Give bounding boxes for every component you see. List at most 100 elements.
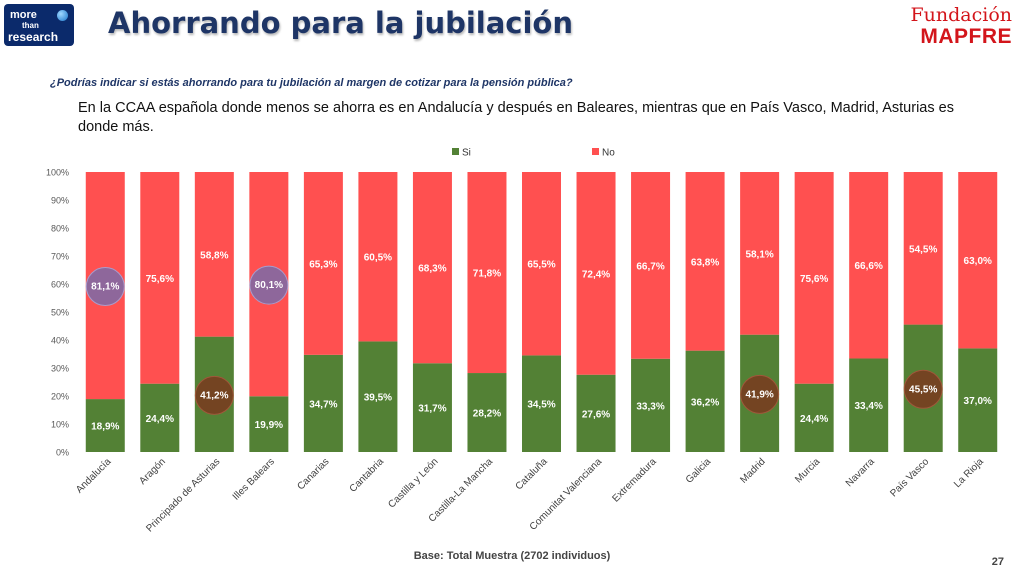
brand-line2: MAPFRE	[920, 25, 1012, 48]
y-tick-label: 100%	[46, 168, 69, 178]
category-label: Galicia	[684, 456, 714, 486]
data-label-no: 68,3%	[418, 264, 446, 275]
bar-no	[794, 172, 834, 384]
bar-si	[249, 396, 289, 452]
data-label-si: 19,9%	[255, 420, 283, 431]
y-tick-label: 60%	[51, 280, 69, 290]
page-number: 27	[991, 556, 1004, 568]
logo-line1: more	[10, 9, 37, 21]
more-than-research-logo: more than research	[4, 4, 74, 46]
data-label-si: 24,4%	[146, 414, 174, 425]
y-tick-label: 90%	[51, 196, 69, 206]
data-label-si: 39,5%	[364, 393, 392, 404]
data-label-si: 31,7%	[418, 404, 446, 415]
logo-line2: than	[22, 21, 39, 30]
y-tick-label: 50%	[51, 308, 69, 318]
bar-no	[958, 172, 998, 349]
data-label-no: 58,8%	[200, 250, 228, 261]
highlight-circle	[903, 369, 943, 409]
data-label-si: 18,9%	[91, 422, 119, 433]
page-title: Ahorrando para la jubilación	[108, 6, 574, 40]
data-label-no: 60,5%	[364, 253, 392, 264]
category-label: Canarias	[295, 456, 331, 492]
y-tick-label: 30%	[51, 364, 69, 374]
bar-si	[85, 399, 125, 452]
y-tick-label: 80%	[51, 224, 69, 234]
bar-no	[685, 172, 725, 351]
bar-si	[140, 383, 180, 452]
globe-icon	[57, 10, 68, 21]
bar-no	[194, 172, 234, 337]
data-label-no: 81,1%	[91, 282, 119, 293]
bar-si	[794, 383, 834, 452]
data-label-si: 33,4%	[854, 401, 882, 412]
category-label: Madrid	[738, 456, 767, 485]
bar-si	[412, 363, 452, 452]
category-label: Cataluña	[514, 456, 550, 492]
bar-no	[467, 172, 507, 374]
category-label: Navarra	[844, 456, 877, 489]
bar-si	[522, 355, 561, 452]
bar-no	[522, 172, 561, 356]
data-label-no: 80,1%	[255, 280, 283, 291]
data-label-no: 65,5%	[527, 260, 555, 271]
data-label-no: 72,4%	[582, 269, 610, 280]
bar-si	[358, 341, 398, 452]
bar-si	[467, 373, 507, 452]
y-tick-label: 10%	[51, 420, 69, 430]
data-label-si: 34,5%	[527, 400, 555, 411]
category-label: La Rioja	[952, 456, 986, 490]
y-tick-label: 20%	[51, 392, 69, 402]
data-label-si: 45,5%	[909, 384, 937, 395]
legend-label: Si	[462, 148, 471, 159]
brand-line1: Fundación	[910, 4, 1012, 26]
bar-no	[358, 172, 398, 342]
data-label-no: 75,6%	[800, 274, 828, 285]
category-label: Aragón	[137, 456, 168, 487]
bar-no	[903, 172, 943, 325]
legend-swatch	[452, 148, 459, 155]
bar-si	[685, 350, 725, 452]
logo-line3: research	[8, 30, 59, 44]
data-label-si: 37,0%	[964, 396, 992, 407]
data-label-no: 63,8%	[691, 257, 719, 268]
data-label-si: 33,3%	[636, 401, 664, 412]
bar-no	[140, 172, 180, 384]
data-label-si: 41,2%	[200, 390, 228, 401]
bar-si	[303, 354, 343, 452]
data-label-si: 28,2%	[473, 409, 501, 420]
bar-no	[303, 172, 343, 355]
survey-question: ¿Podrías indicar si estás ahorrando para…	[50, 77, 573, 89]
data-label-si: 34,7%	[309, 399, 337, 410]
category-label: Castilla y León	[386, 456, 440, 510]
category-label: Andalucía	[74, 456, 114, 496]
category-label: País Vasco	[888, 456, 931, 499]
category-label: Murcia	[793, 456, 822, 485]
category-label: Cantabria	[348, 456, 387, 495]
data-label-no: 71,8%	[473, 269, 501, 280]
data-label-no: 63,0%	[964, 256, 992, 267]
bar-si	[576, 374, 616, 452]
data-label-si: 36,2%	[691, 397, 719, 408]
data-label-si: 27,6%	[582, 409, 610, 420]
bar-no	[631, 172, 671, 359]
fundacion-mapfre-logo: Fundación MAPFRE	[910, 4, 1012, 48]
bar-si	[849, 358, 889, 452]
category-label: Illes Balears	[231, 456, 277, 502]
highlight-circle	[740, 374, 780, 414]
bar-no	[849, 172, 889, 359]
category-label: Extremadura	[610, 456, 659, 505]
legend-swatch	[592, 148, 599, 155]
data-label-no: 66,6%	[854, 261, 882, 272]
data-label-no: 54,5%	[909, 244, 937, 255]
y-tick-label: 40%	[51, 336, 69, 346]
summary-text: En la CCAA española donde menos se ahorr…	[78, 100, 954, 135]
bar-no	[412, 172, 452, 364]
data-label-no: 65,3%	[309, 259, 337, 270]
bar-no	[740, 172, 780, 335]
data-label-no: 58,1%	[745, 249, 773, 260]
data-label-si: 24,4%	[800, 414, 828, 425]
legend-label: No	[602, 148, 615, 159]
bar-si	[958, 348, 998, 452]
